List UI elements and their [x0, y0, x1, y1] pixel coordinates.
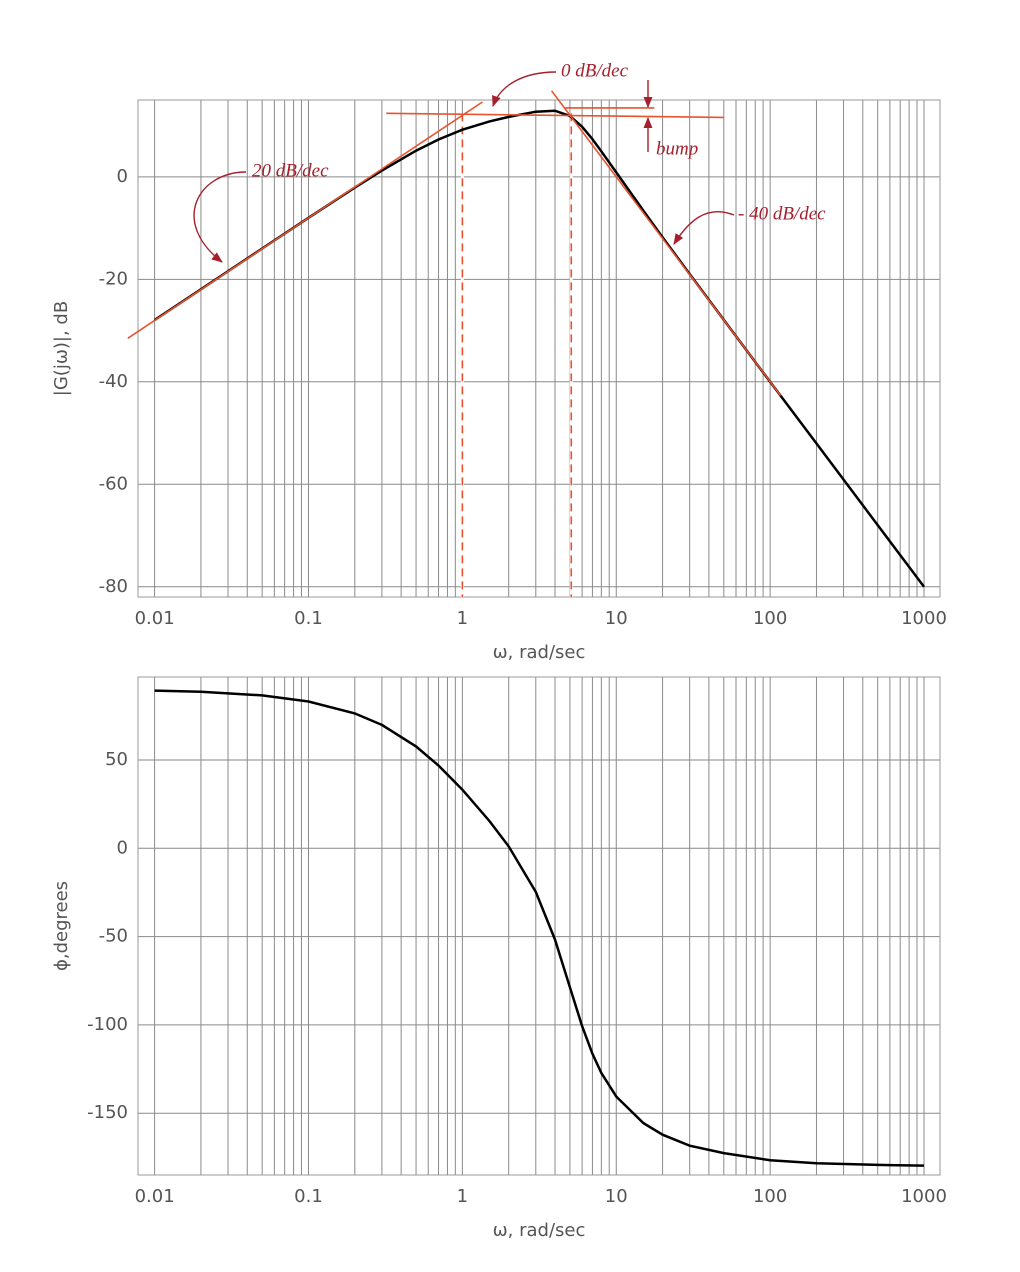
annotation: bump	[656, 138, 698, 159]
x-tick-label: 0.1	[294, 1186, 323, 1207]
y-tick-label: 50	[105, 749, 128, 770]
arrow	[492, 71, 557, 108]
asymptote	[386, 112, 724, 119]
y-tick-label: -60	[99, 473, 128, 494]
curve	[153, 109, 925, 588]
x-axis-label: ω, rad/sec	[493, 642, 586, 663]
y-tick-label: -20	[99, 268, 128, 289]
y-tick-label: -80	[99, 576, 128, 597]
x-axis-label: ω, rad/sec	[493, 1220, 586, 1241]
x-tick-label: 1	[457, 1186, 468, 1207]
annotation-arrows	[193, 71, 735, 263]
annotation: - 40 dB/dec	[738, 203, 826, 224]
plot-frame	[137, 676, 941, 1176]
x-tick-label: 0.01	[135, 608, 175, 629]
y-tick-label: -50	[99, 926, 128, 947]
y-tick-label: 0	[117, 166, 128, 187]
arrow	[193, 171, 247, 263]
asymptote	[127, 101, 483, 339]
x-tick-label: 100	[753, 1186, 787, 1207]
x-tick-label: 0.01	[135, 1186, 175, 1207]
x-tick-label: 0.1	[294, 608, 323, 629]
plot-frame	[137, 99, 941, 598]
x-tick-label: 1000	[901, 1186, 947, 1207]
annotation: 20 dB/dec	[252, 160, 329, 181]
y-tick-label: -150	[87, 1102, 128, 1123]
y-axis-label: ϕ,degrees	[51, 881, 72, 971]
x-tick-label: 10	[605, 608, 628, 629]
y-axis-label: |G(jω)|, dB	[51, 301, 72, 396]
x-tick-label: 1000	[901, 608, 947, 629]
x-tick-label: 1	[457, 608, 468, 629]
x-tick-label: 100	[753, 608, 787, 629]
asymptote	[550, 90, 782, 397]
y-tick-label: -100	[87, 1014, 128, 1035]
y-tick-label: 0	[117, 837, 128, 858]
curve	[154, 689, 925, 1167]
annotation: 0 dB/dec	[561, 60, 629, 81]
y-tick-label: -40	[99, 371, 128, 392]
x-tick-label: 10	[605, 1186, 628, 1207]
arrow	[673, 210, 735, 245]
